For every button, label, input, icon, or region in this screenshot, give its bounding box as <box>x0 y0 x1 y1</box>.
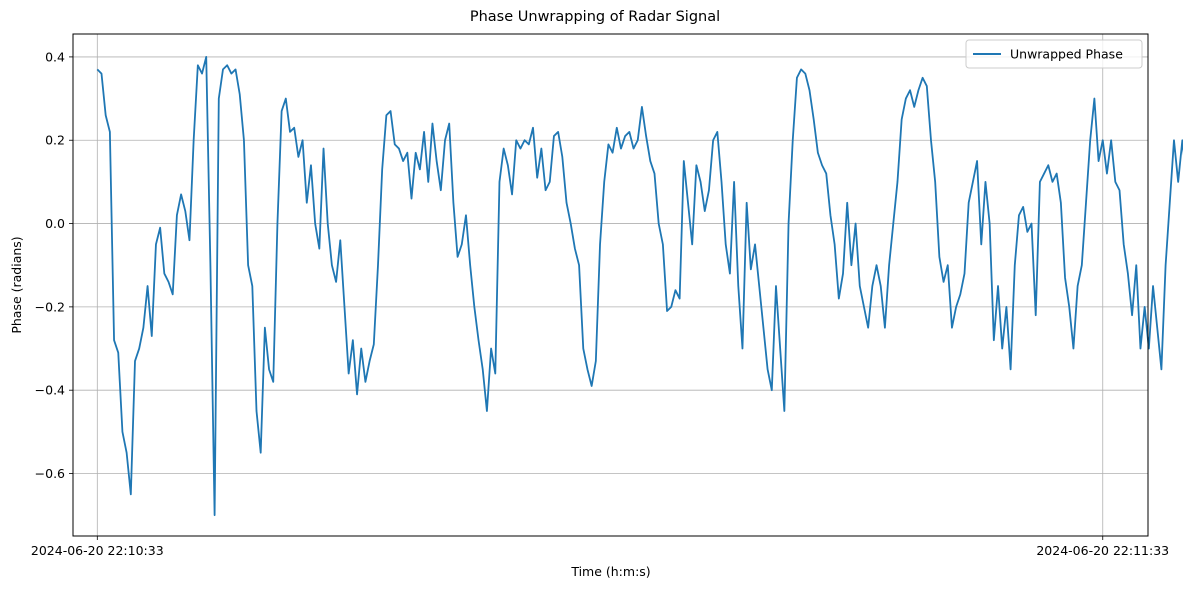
x-axis-label: Time (h:m:s) <box>570 564 650 579</box>
legend-label: Unwrapped Phase <box>1010 47 1123 62</box>
series-line-unwrapped-phase <box>96 56 1183 517</box>
y-tick-label: 0.2 <box>45 133 65 148</box>
y-tick-label: −0.6 <box>35 466 65 481</box>
y-tick-label: 0.4 <box>45 49 65 64</box>
y-tick-label: 0.0 <box>45 216 65 231</box>
series-layer <box>96 56 1183 517</box>
ticks-layer: −0.6 −0.4 −0.2 0.0 0.2 0.4 2024-06-20 22:10:33… <box>31 49 1169 558</box>
y-tick-label: −0.2 <box>35 299 65 314</box>
chart-title: Phase Unwrapping of Radar Signal <box>470 9 720 25</box>
y-axis-label: Phase (radians) <box>9 236 24 333</box>
legend-box <box>965 39 1143 69</box>
x-tick-label: 2024-06-20 22:10:33 <box>31 543 164 558</box>
x-tick-label: 2024-06-20 22:11:33 <box>1036 543 1169 558</box>
y-tick-label: −0.4 <box>35 383 65 398</box>
legend: Unwrapped Phase <box>965 39 1143 69</box>
plot-frame <box>72 33 1149 537</box>
